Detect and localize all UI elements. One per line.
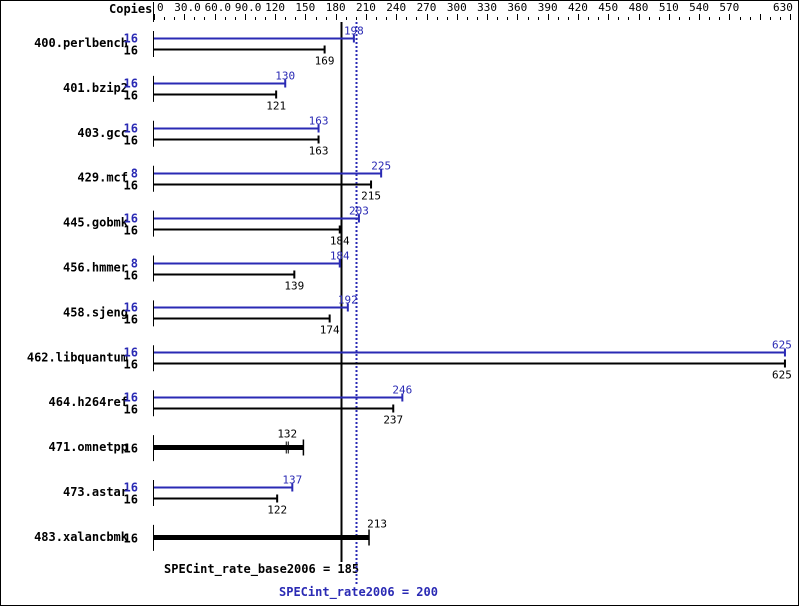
base-value-label: 625 bbox=[772, 369, 792, 382]
x-tick-label: 120 bbox=[265, 1, 285, 14]
peak-copies: 8 bbox=[131, 257, 138, 271]
x-tick-label: 510 bbox=[659, 1, 679, 14]
peak-value-label: 163 bbox=[309, 115, 329, 128]
benchmark-name: 429.mcf bbox=[77, 171, 128, 185]
x-tick-label: 270 bbox=[417, 1, 437, 14]
peak-value-label: 192 bbox=[338, 294, 358, 307]
base-copies: 16 bbox=[124, 442, 138, 456]
x-tick-label: 90.0 bbox=[235, 1, 262, 14]
base-copies: 16 bbox=[124, 44, 138, 58]
peak-value-label: 130 bbox=[275, 70, 295, 83]
base-value-label: 163 bbox=[309, 145, 329, 158]
base-copies: 16 bbox=[124, 179, 138, 193]
peak-value-label: 625 bbox=[772, 339, 792, 352]
benchmark-name: 456.hmmer bbox=[63, 261, 128, 275]
x-tick-label: 300 bbox=[447, 1, 467, 14]
peak-copies: 16 bbox=[124, 346, 138, 360]
peak-copies: 8 bbox=[131, 167, 138, 181]
benchmark-name: 458.sjeng bbox=[63, 305, 128, 319]
base-value-label: 213 bbox=[367, 518, 387, 531]
x-tick-label: 420 bbox=[568, 1, 588, 14]
peak-value-label: 198 bbox=[344, 25, 364, 38]
base-copies: 16 bbox=[124, 224, 138, 238]
base-value-label: 122 bbox=[267, 504, 287, 517]
base-value-label: 184 bbox=[330, 235, 350, 248]
x-tick-label: 60.0 bbox=[205, 1, 232, 14]
benchmark-name: 464.h264ref bbox=[49, 395, 128, 409]
base-value-label: 139 bbox=[284, 280, 304, 293]
benchmark-name: 401.bzip2 bbox=[63, 81, 128, 95]
x-tick-label: 0 bbox=[157, 1, 164, 14]
benchmark-name: 473.astar bbox=[63, 485, 128, 499]
base-copies: 16 bbox=[124, 313, 138, 327]
base-copies: 16 bbox=[124, 493, 138, 507]
base-copies: 16 bbox=[124, 403, 138, 417]
benchmark-name: 445.gobmk bbox=[63, 216, 129, 230]
x-axis-label: Copies bbox=[109, 2, 152, 16]
base-value-label: 237 bbox=[383, 414, 403, 427]
peak-value-label: 246 bbox=[392, 384, 412, 397]
benchmark-name: 403.gcc bbox=[77, 126, 128, 140]
x-tick-label: 330 bbox=[477, 1, 497, 14]
x-tick-label: 150 bbox=[295, 1, 315, 14]
peak-copies: 16 bbox=[124, 391, 138, 405]
base-copies: 16 bbox=[124, 134, 138, 148]
x-tick-label: 240 bbox=[386, 1, 406, 14]
benchmark-name: 400.perlbench bbox=[34, 36, 128, 50]
x-tick-label: 210 bbox=[356, 1, 376, 14]
peak-copies: 16 bbox=[124, 301, 138, 315]
base-value-label: 169 bbox=[315, 55, 335, 68]
peak-value-label: 225 bbox=[371, 160, 391, 173]
base-summary-label: SPECint_rate_base2006 = 185 bbox=[164, 562, 359, 577]
peak-copies: 16 bbox=[124, 481, 138, 495]
benchmark-name: 483.xalancbmk bbox=[34, 530, 129, 544]
x-tick-label: 360 bbox=[507, 1, 527, 14]
peak-summary-label: SPECint_rate2006 = 200 bbox=[279, 585, 438, 600]
peak-copies: 16 bbox=[124, 212, 138, 226]
x-tick-label: 30.0 bbox=[174, 1, 201, 14]
peak-value-label: 203 bbox=[349, 205, 369, 218]
peak-value-label: 184 bbox=[330, 250, 350, 263]
benchmark-name: 471.omnetpp bbox=[49, 440, 128, 454]
x-tick-label: 570 bbox=[719, 1, 739, 14]
base-copies: 16 bbox=[124, 358, 138, 372]
base-copies: 16 bbox=[124, 269, 138, 283]
x-tick-label: 390 bbox=[538, 1, 558, 14]
base-value-label: 215 bbox=[361, 190, 381, 203]
base-value-label: 121 bbox=[266, 100, 286, 113]
x-tick-label: 630 bbox=[773, 1, 793, 14]
x-tick-label: 540 bbox=[689, 1, 709, 14]
x-tick-label: 450 bbox=[598, 1, 618, 14]
x-tick-label: 480 bbox=[629, 1, 649, 14]
base-copies: 16 bbox=[124, 89, 138, 103]
benchmark-name: 462.libquantum bbox=[27, 350, 128, 364]
peak-copies: 16 bbox=[124, 122, 138, 136]
x-tick-label: 180 bbox=[326, 1, 346, 14]
base-copies: 16 bbox=[124, 532, 138, 546]
peak-copies: 16 bbox=[124, 32, 138, 46]
peak-value-label: 137 bbox=[282, 474, 302, 487]
peak-copies: 16 bbox=[124, 77, 138, 91]
base-value-label: 174 bbox=[320, 324, 340, 337]
base-value-label: 132 bbox=[277, 428, 297, 441]
